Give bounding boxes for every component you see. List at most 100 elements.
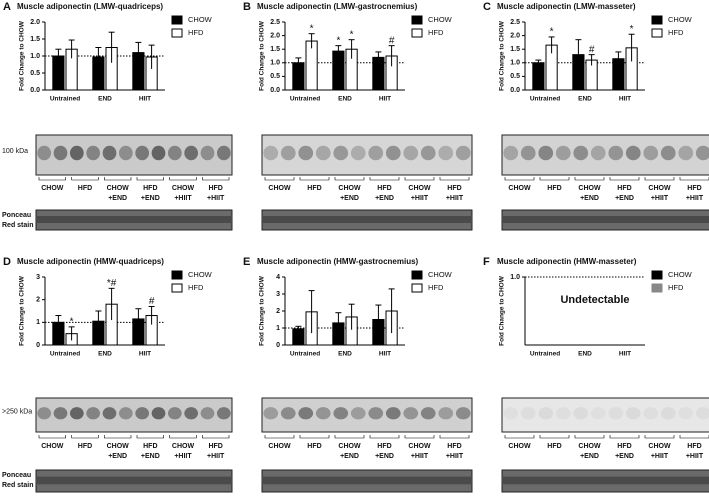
y-tick-label: 2.0 — [510, 32, 520, 39]
lane-label: +HIIT — [207, 195, 225, 202]
legend-label: CHOW — [668, 270, 693, 279]
y-tick-label: 2.5 — [270, 19, 280, 26]
lane-label: HFD — [143, 443, 157, 450]
lane-label: CHOW — [508, 185, 531, 192]
blot-band — [625, 407, 641, 420]
lane-bracket — [644, 177, 675, 181]
lane-bracket — [609, 177, 640, 181]
chart-title: Muscle adiponectin (HMW-masseter) — [497, 257, 637, 266]
significance-marker: * — [336, 35, 340, 46]
y-axis-label: Fold Change to CHOW — [499, 275, 506, 346]
x-tick-label: END — [338, 96, 352, 103]
lane-bracket — [369, 435, 400, 439]
lane-bracket — [574, 177, 605, 181]
legend-label: HFD — [668, 283, 684, 292]
blot-image — [501, 134, 709, 176]
blot-band — [555, 407, 571, 420]
lane-bracket — [439, 177, 470, 181]
y-tick-label: 1.5 — [30, 36, 40, 43]
significance-marker: # — [149, 296, 155, 307]
lane-label: CHOW — [338, 443, 361, 450]
legend-label: CHOW — [428, 270, 453, 279]
y-axis-label: Fold Change to CHOW — [259, 275, 266, 346]
stain-label: Ponceau — [2, 472, 31, 479]
ponceau-band — [502, 216, 709, 223]
blot-image — [35, 134, 233, 176]
chart-title: Muscle adiponectin (LMW-quadriceps) — [17, 2, 163, 11]
x-tick-label: Untrained — [50, 96, 80, 103]
y-tick-label: 0.0 — [30, 87, 40, 94]
legend-swatch — [411, 270, 423, 280]
stain-label: Red stain — [2, 222, 34, 229]
chart-title: Muscle adiponectin (LMW-masseter) — [497, 2, 636, 11]
lane-label: +END — [141, 195, 160, 202]
y-tick-label: 2.0 — [270, 32, 280, 39]
y-tick-label: 1 — [36, 319, 40, 326]
x-tick-label: Untrained — [530, 351, 560, 358]
blot-band — [608, 407, 624, 420]
lane-label: CHOW — [408, 443, 431, 450]
lane-bracket — [369, 177, 400, 181]
legend-label: CHOW — [428, 15, 453, 24]
lane-label: CHOW — [508, 443, 531, 450]
blot-band — [167, 145, 182, 161]
lane-label: +END — [375, 453, 394, 460]
blot-image — [261, 134, 473, 176]
blot-band — [590, 145, 606, 161]
lane-bracket — [404, 435, 435, 439]
lane-label: CHOW — [107, 185, 130, 192]
lane-label: HFD — [547, 185, 561, 192]
lane-bracket — [644, 435, 675, 439]
lane-bracket — [334, 435, 365, 439]
lane-label: CHOW — [41, 185, 64, 192]
blot-band — [455, 145, 471, 161]
y-tick-label: 2 — [276, 308, 280, 315]
significance-marker: # — [589, 44, 595, 55]
y-axis-label: Fold Change to CHOW — [499, 20, 506, 91]
legend-label: CHOW — [188, 270, 213, 279]
blot-image — [261, 397, 473, 433]
blot-image — [501, 397, 709, 433]
x-tick-label: END — [578, 96, 592, 103]
panel-letter: F — [483, 256, 490, 268]
blot-band — [695, 407, 709, 420]
lane-label: +HIIT — [651, 453, 669, 460]
lane-label: CHOW — [578, 443, 601, 450]
lane-bracket — [334, 177, 365, 181]
panel-letter: C — [483, 1, 491, 13]
blot-band — [520, 407, 536, 420]
lane-bracket — [104, 177, 132, 181]
blot-band — [216, 145, 231, 161]
lane-label: HFD — [687, 443, 701, 450]
x-tick-label: Untrained — [50, 351, 80, 358]
ponceau-band — [262, 476, 472, 485]
blot-band — [333, 407, 349, 420]
y-tick-label: 1.5 — [270, 46, 280, 53]
lane-bracket — [439, 435, 470, 439]
lane-bracket — [136, 435, 164, 439]
y-tick-label: 0.5 — [30, 70, 40, 77]
blot-band — [538, 407, 554, 420]
lane-label: CHOW — [172, 185, 195, 192]
y-tick-label: 0.0 — [510, 87, 520, 94]
y-tick-label: 2 — [36, 297, 40, 304]
blot-band — [625, 145, 641, 161]
y-tick-label: 1.5 — [510, 46, 520, 53]
y-tick-label: 1.0 — [510, 60, 520, 67]
y-tick-label: 0.0 — [270, 87, 280, 94]
lane-label: +HIIT — [651, 195, 669, 202]
blot-band — [678, 407, 693, 419]
lane-bracket — [404, 177, 435, 181]
blot-band — [573, 145, 589, 161]
x-tick-label: Untrained — [530, 96, 560, 103]
blot-band — [333, 145, 349, 161]
blot-band — [538, 145, 554, 161]
blot-band — [315, 407, 331, 420]
x-tick-label: HIIT — [139, 96, 151, 103]
blot-band — [350, 145, 366, 161]
blot-band — [135, 407, 150, 420]
lane-label: +HIIT — [686, 195, 704, 202]
legend-swatch — [411, 28, 423, 38]
legend-swatch — [411, 283, 423, 293]
blot-band — [53, 145, 68, 161]
